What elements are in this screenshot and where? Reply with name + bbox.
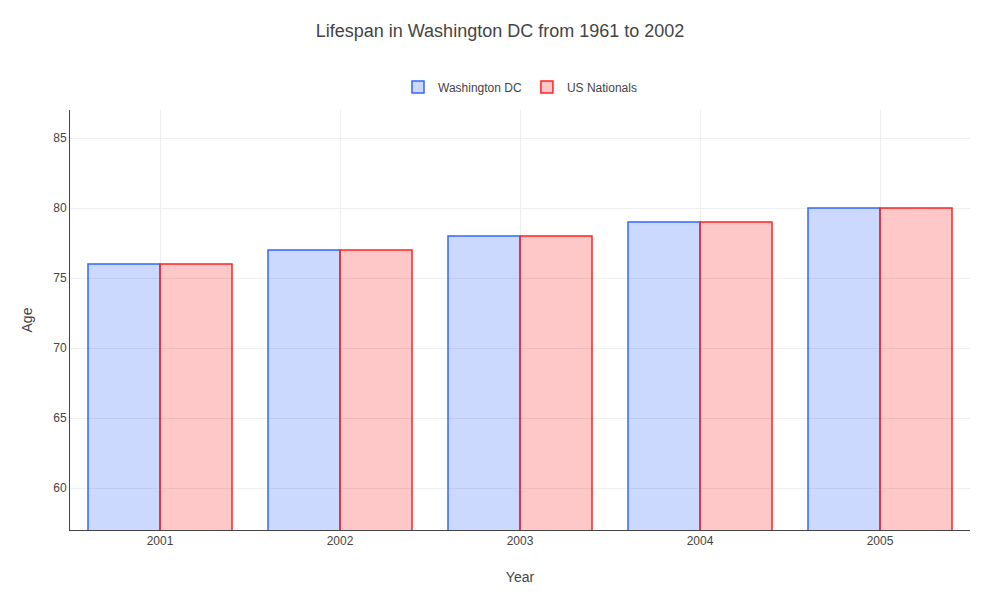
- svg-text:85: 85: [53, 131, 67, 145]
- svg-text:60: 60: [53, 481, 67, 495]
- svg-text:Year: Year: [506, 569, 535, 585]
- svg-text:65: 65: [53, 411, 67, 425]
- svg-text:80: 80: [53, 201, 67, 215]
- svg-text:Age: Age: [19, 307, 35, 332]
- svg-text:2001: 2001: [147, 534, 174, 548]
- svg-text:Lifespan in Washington DC from: Lifespan in Washington DC from 1961 to 2…: [316, 21, 685, 41]
- svg-text:2003: 2003: [507, 534, 534, 548]
- svg-text:2005: 2005: [867, 534, 894, 548]
- svg-text:US Nationals: US Nationals: [567, 81, 637, 95]
- svg-text:70: 70: [53, 341, 67, 355]
- svg-text:2004: 2004: [687, 534, 714, 548]
- svg-text:Washington DC: Washington DC: [438, 81, 522, 95]
- svg-text:2002: 2002: [327, 534, 354, 548]
- svg-text:75: 75: [53, 271, 67, 285]
